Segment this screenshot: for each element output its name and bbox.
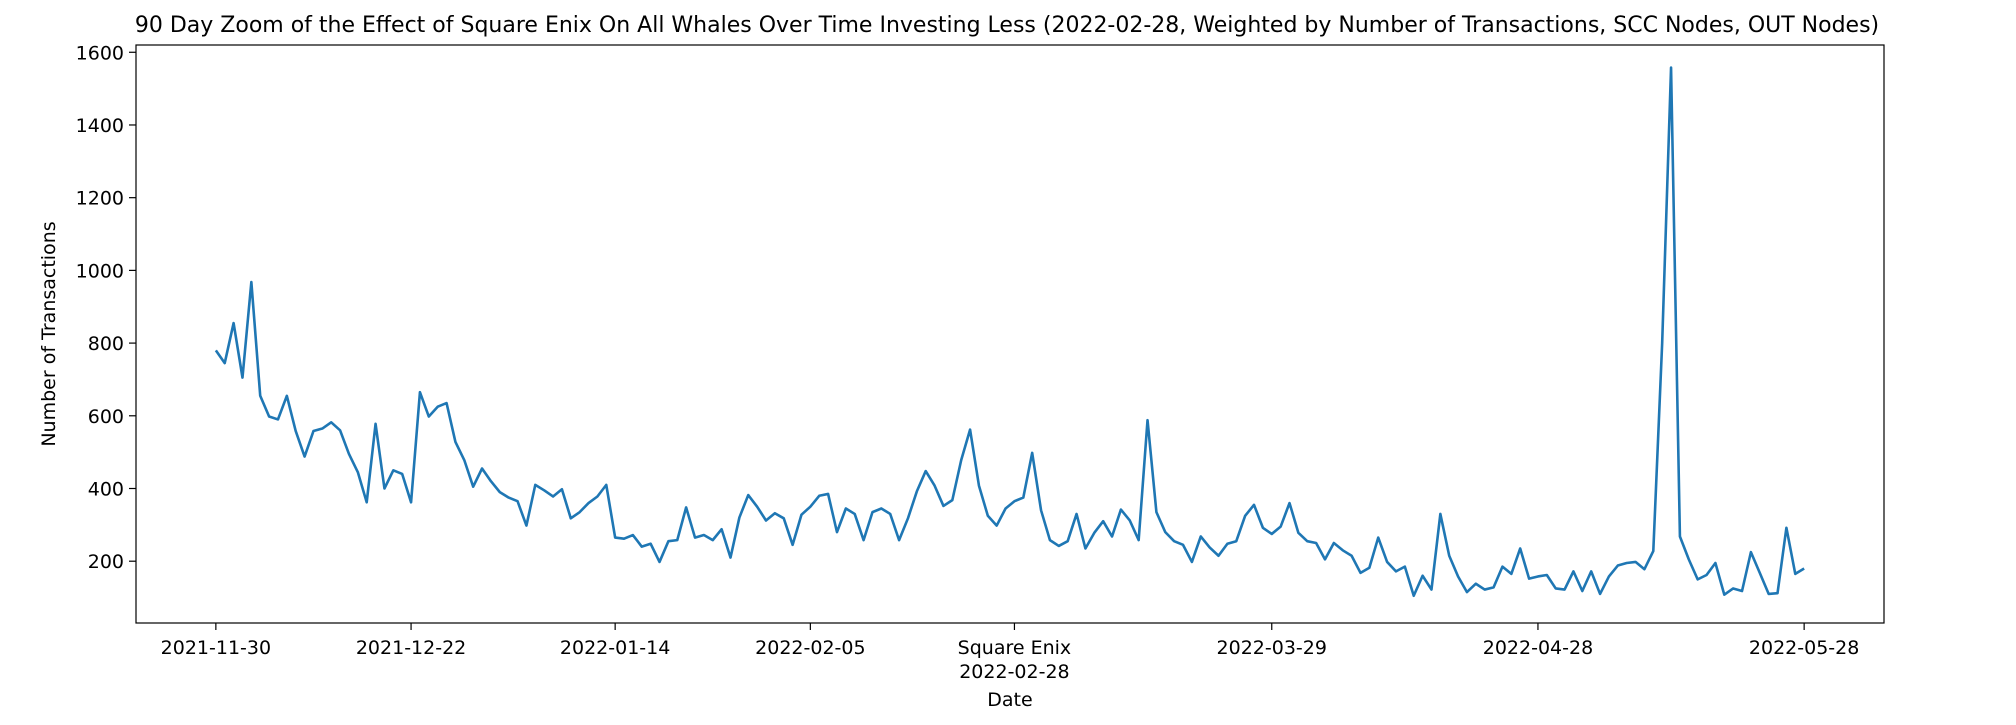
y-tick-label: 1200 <box>76 188 124 210</box>
x-tick-label: Square Enix <box>958 637 1072 659</box>
x-tick-label: 2022-04-28 <box>1483 637 1593 659</box>
y-axis-label: Number of Transactions <box>38 221 60 446</box>
x-tick-label: 2022-02-05 <box>755 637 865 659</box>
y-tick-label: 800 <box>88 333 124 355</box>
x-tick-label: 2022-03-29 <box>1217 637 1327 659</box>
y-tick-label: 1400 <box>76 115 124 137</box>
plot-area-frame <box>135 44 1885 624</box>
y-tick-label: 1000 <box>76 260 124 282</box>
x-axis: 2021-11-30 2021-12-22 2022-01-14 2022-02-05… <box>161 623 1859 683</box>
x-axis-label: Date <box>987 689 1032 711</box>
x-tick-label: 2021-11-30 <box>161 637 271 659</box>
y-tick-label: 200 <box>88 551 124 573</box>
series-line <box>214 66 1805 598</box>
y-tick-label: 1600 <box>76 42 124 64</box>
x-tick-label: 2021-12-22 <box>356 637 466 659</box>
chart-title: 90 Day Zoom of the Effect of Square Enix… <box>135 13 1879 38</box>
y-tick-label: 600 <box>88 406 124 428</box>
x-tick-label: 2022-05-28 <box>1749 637 1859 659</box>
y-axis: 200 400 600 800 1000 1200 1400 1600 <box>76 42 136 573</box>
y-tick-label: 400 <box>88 478 124 500</box>
x-tick-label-date: 2022-02-28 <box>959 661 1069 683</box>
x-tick-label: 2022-01-14 <box>560 637 670 659</box>
